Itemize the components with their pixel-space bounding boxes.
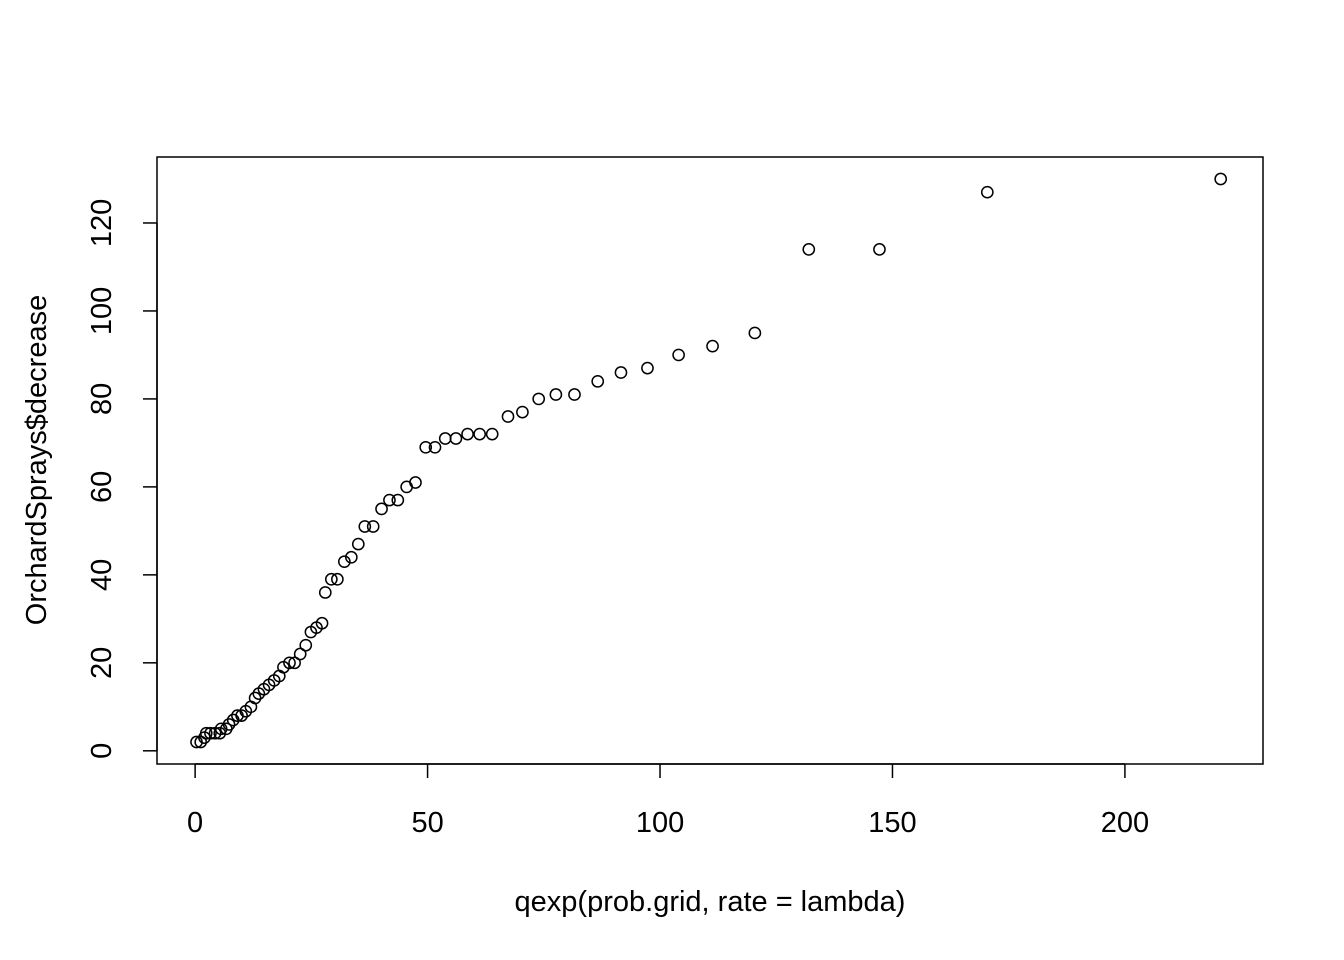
data-point <box>568 388 581 401</box>
data-point <box>318 586 332 599</box>
data-point <box>383 493 396 507</box>
y-tick-label: 20 <box>86 647 118 679</box>
data-point <box>461 427 474 441</box>
data-point <box>283 656 296 670</box>
data-point <box>288 656 301 670</box>
data-point <box>248 691 262 705</box>
y-tick-label: 120 <box>86 199 118 247</box>
y-tick-label: 100 <box>86 287 118 335</box>
data-point <box>194 735 208 749</box>
data-point <box>516 405 529 419</box>
data-point <box>706 339 719 353</box>
data-points <box>190 172 1228 749</box>
data-point <box>351 537 365 551</box>
data-point <box>344 550 358 564</box>
data-point <box>409 476 422 489</box>
data-point <box>473 427 486 441</box>
x-tick-label: 100 <box>636 807 684 839</box>
data-point <box>1214 172 1228 186</box>
data-point <box>614 366 628 379</box>
y-axis-title: OrchardSprays$decrease <box>21 295 53 625</box>
data-point <box>748 326 762 340</box>
y-tick-label: 80 <box>86 383 118 415</box>
data-point <box>293 647 307 661</box>
data-point <box>449 432 463 445</box>
x-axis-title: qexp(prob.grid, rate = lambda) <box>515 886 906 918</box>
data-point <box>315 616 329 630</box>
data-point <box>235 709 248 722</box>
data-point <box>222 718 236 731</box>
data-point <box>375 502 388 516</box>
data-point <box>802 243 816 256</box>
data-point <box>549 388 563 401</box>
data-point <box>591 374 605 388</box>
data-point <box>391 493 405 507</box>
data-point <box>199 726 213 740</box>
data-point <box>873 243 886 256</box>
data-point <box>501 410 515 423</box>
y-tick-label: 60 <box>86 471 118 503</box>
data-point <box>338 555 351 569</box>
data-point <box>672 348 685 362</box>
data-point <box>428 440 442 454</box>
data-point <box>980 185 994 199</box>
data-point <box>324 572 338 586</box>
data-point <box>299 638 313 652</box>
data-point <box>358 520 372 533</box>
x-tick-label: 0 <box>187 807 203 839</box>
x-tick-label: 200 <box>1101 807 1149 839</box>
data-point <box>419 440 433 454</box>
data-point <box>204 726 217 740</box>
data-point <box>532 392 546 406</box>
x-tick-label: 150 <box>868 807 916 839</box>
data-point <box>331 572 344 586</box>
data-point <box>485 427 499 441</box>
y-tick-label: 40 <box>86 559 118 591</box>
data-point <box>641 361 654 375</box>
x-tick-label: 50 <box>411 807 443 839</box>
x-axis: 0 50 100 150 200 <box>187 763 1149 839</box>
data-point <box>366 520 380 533</box>
y-tick-label: 0 <box>86 743 118 759</box>
y-axis: 0 20 40 60 80 100 120 <box>86 199 158 759</box>
